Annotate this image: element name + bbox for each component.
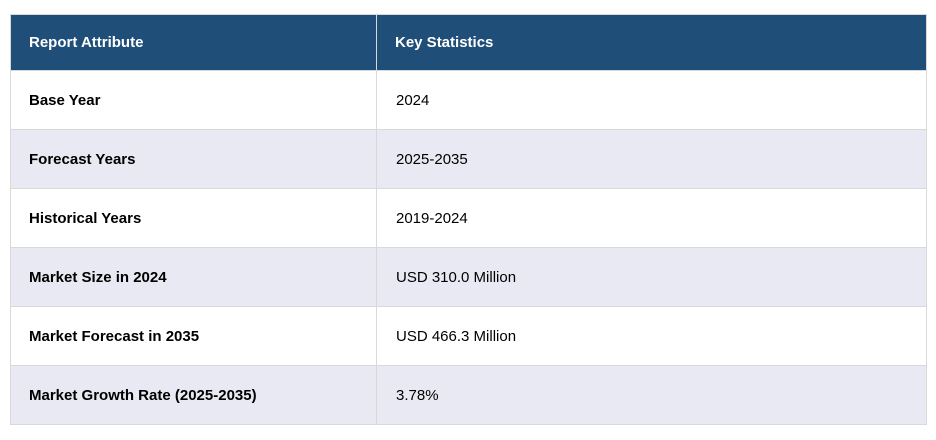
table-row: Base Year 2024	[10, 70, 927, 130]
statistic-cell: USD 310.0 Million	[376, 247, 927, 307]
statistic-cell: 2019-2024	[376, 188, 927, 248]
attribute-cell: Market Size in 2024	[10, 247, 377, 307]
attribute-cell: Base Year	[10, 70, 377, 130]
attribute-cell: Historical Years	[10, 188, 377, 248]
report-attributes-panel: Report Attribute Key Statistics Base Yea…	[10, 14, 927, 425]
table-row: Market Growth Rate (2025-2035) 3.78%	[10, 365, 927, 425]
attribute-cell: Forecast Years	[10, 129, 377, 189]
attribute-cell: Market Growth Rate (2025-2035)	[10, 365, 377, 425]
header-cell-report-attribute: Report Attribute	[10, 14, 377, 71]
statistic-cell: 2025-2035	[376, 129, 927, 189]
header-row: Report Attribute Key Statistics	[10, 14, 927, 71]
statistic-cell: 2024	[376, 70, 927, 130]
report-summary-table: Report Attribute Key Statistics Base Yea…	[10, 14, 927, 425]
statistic-cell: USD 466.3 Million	[376, 306, 927, 366]
table-row: Market Size in 2024 USD 310.0 Million	[10, 247, 927, 307]
attribute-cell: Market Forecast in 2035	[10, 306, 377, 366]
statistic-cell: 3.78%	[376, 365, 927, 425]
table-row: Forecast Years 2025-2035	[10, 129, 927, 189]
table-row: Market Forecast in 2035 USD 466.3 Millio…	[10, 306, 927, 366]
header-cell-key-statistics: Key Statistics	[376, 14, 927, 71]
table-row: Historical Years 2019-2024	[10, 188, 927, 248]
